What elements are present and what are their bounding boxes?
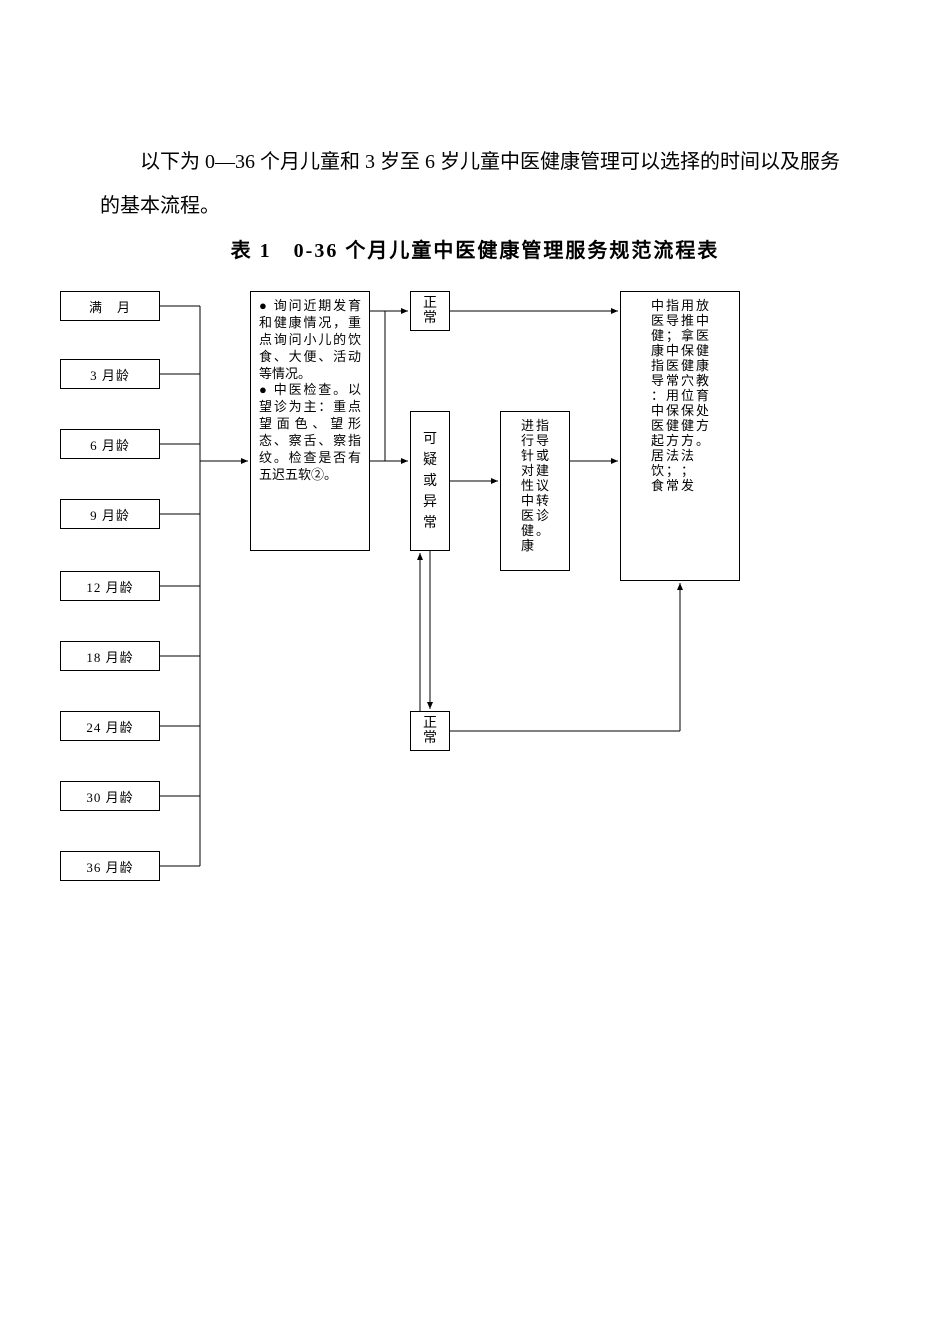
advice-col1: 进行针对性中医健康 [521, 418, 534, 553]
intro-text: 以下为 0—36 个月儿童和 3 岁至 6 岁儿童中医健康管理可以选择的时间以及… [100, 140, 850, 228]
age-box-18m: 18 月龄 [60, 641, 160, 671]
exam-box: ● 询问近期发育和健康情况，重点询问小儿的饮食、大便、活动等情况。 ● 中医检查… [250, 291, 370, 551]
flowchart-diagram: 满 月 3 月龄 6 月龄 9 月龄 12 月龄 18 月龄 24 月龄 30 … [60, 281, 810, 961]
normal-box-top: 正 常 [410, 291, 450, 331]
age-box-30m: 30 月龄 [60, 781, 160, 811]
guidance-col2: 指导；中医常用保健方法；常 [666, 298, 679, 493]
age-box-9m: 9 月龄 [60, 499, 160, 529]
abnormal-box: 可 疑 或 异 常 [410, 411, 450, 551]
guidance-box: 中医健康指导：中医起居饮食 指导；中医常用保健方法；常 用推拿保健穴位保健方法；… [620, 291, 740, 581]
age-box-6m: 6 月龄 [60, 429, 160, 459]
advice-col2: 指导或建议转诊。 [536, 418, 549, 538]
age-box-36m: 36 月龄 [60, 851, 160, 881]
age-box-12m: 12 月龄 [60, 571, 160, 601]
guidance-col1: 中医健康指导：中医起居饮食 [651, 298, 664, 493]
advice-box: 进行针对性中医健康 指导或建议转诊。 [500, 411, 570, 571]
guidance-col4: 放中医健康教育处方。 [696, 298, 709, 448]
age-box-24m: 24 月龄 [60, 711, 160, 741]
guidance-col3: 用推拿保健穴位保健方法；发 [681, 298, 694, 493]
normal-box-bottom: 正 常 [410, 711, 450, 751]
table-title: 表 1 0-36 个月儿童中医健康管理服务规范流程表 [100, 234, 850, 263]
age-box-3m: 3 月龄 [60, 359, 160, 389]
age-box-full-month: 满 月 [60, 291, 160, 321]
